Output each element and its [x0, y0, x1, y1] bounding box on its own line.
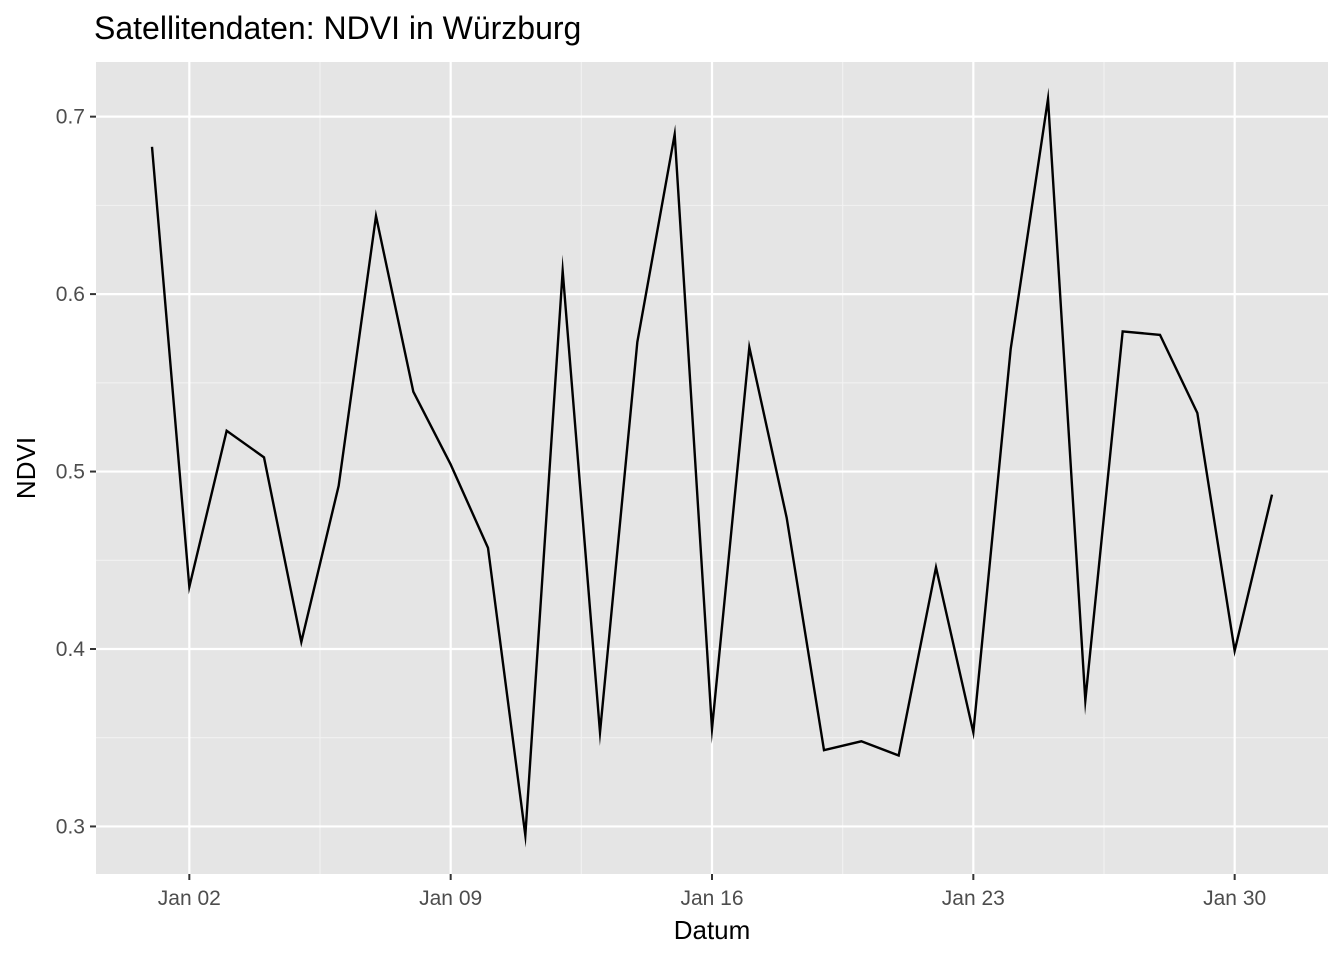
y-tick-label: 0.4 — [56, 638, 86, 661]
chart-title: Satellitendaten: NDVI in Würzburg — [94, 10, 581, 46]
y-tick-label: 0.6 — [56, 283, 85, 306]
y-axis: 0.3 0.4 0.5 0.6 0.7 — [56, 106, 96, 838]
x-axis: Jan 02 Jan 09 Jan 16 Jan 23 Jan 30 — [158, 874, 1266, 910]
y-tick-label: 0.5 — [56, 461, 85, 484]
y-tick-label: 0.7 — [56, 106, 85, 129]
y-axis-title: NDVI — [11, 437, 41, 499]
series-layer — [150, 87, 1274, 848]
y-tick-label: 0.3 — [56, 815, 85, 838]
major-gridlines — [96, 62, 1328, 874]
x-tick-label: Jan 09 — [419, 887, 482, 910]
x-tick-label: Jan 02 — [158, 887, 221, 910]
x-tick-label: Jan 16 — [680, 887, 743, 910]
x-axis-title: Datum — [674, 915, 751, 945]
x-tick-label: Jan 30 — [1203, 887, 1266, 910]
x-tick-label: Jan 23 — [942, 887, 1005, 910]
